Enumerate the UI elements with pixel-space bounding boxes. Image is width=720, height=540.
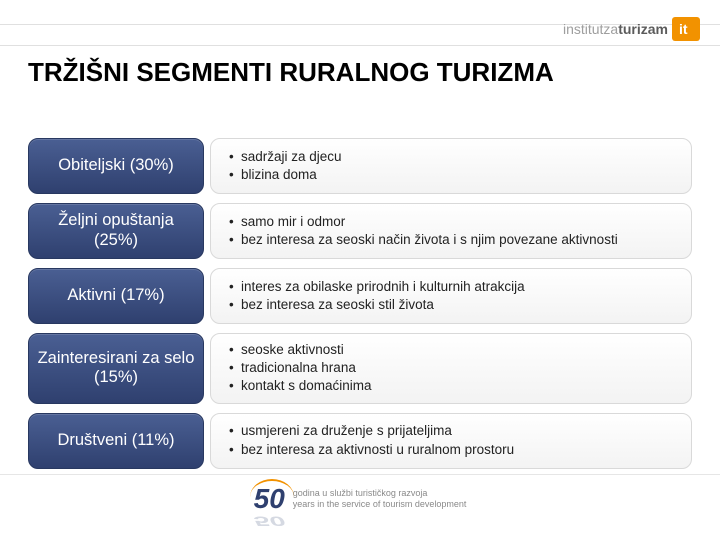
segment-bullet: kontakt s domaćinima (229, 377, 677, 395)
segment-bullet: bez interesa za seoski način života i s … (229, 231, 677, 249)
segments-container: Obiteljski (30%) sadržaji za djecublizina… (28, 138, 692, 469)
segment-desc: seoske aktivnostitradicionalna hranakont… (210, 333, 692, 404)
segment-pill: Aktivni (17%) (28, 268, 204, 324)
footer-block: 50 50 godina u službi turističkog razvoj… (254, 483, 467, 515)
segment-bullet: interes za obilaske prirodnih i kulturni… (229, 278, 677, 296)
segment-row: Obiteljski (30%) sadržaji za djecublizina… (28, 138, 692, 194)
segment-pill: Željni opuštanja (25%) (28, 203, 204, 259)
segment-bullets: seoske aktivnostitradicionalna hranakont… (229, 341, 677, 396)
svg-text:it: it (679, 21, 688, 37)
segment-row: Željni opuštanja (25%) samo mir i odmorbe… (28, 203, 692, 259)
footer-50-logo: 50 50 (254, 483, 285, 515)
footer-tagline: godina u službi turističkog razvoja year… (293, 488, 467, 510)
segment-desc: samo mir i odmorbez interesa za seoski n… (210, 203, 692, 259)
logo-badge-icon: it (672, 17, 700, 41)
footer-50-reflection: 50 (254, 513, 285, 529)
segment-bullets: usmjereni za druženje s prijateljimabez … (229, 422, 677, 458)
footer-curve-icon (250, 479, 294, 497)
segment-bullets: interes za obilaske prirodnih i kulturni… (229, 278, 677, 314)
segment-desc: sadržaji za djecublizina doma (210, 138, 692, 194)
segment-bullet: samo mir i odmor (229, 213, 677, 231)
segment-bullet: sadržaji za djecu (229, 148, 677, 166)
segment-bullet: tradicionalna hrana (229, 359, 677, 377)
segment-desc: interes za obilaske prirodnih i kulturni… (210, 268, 692, 324)
footer-line2: years in the service of tourism developm… (293, 499, 467, 510)
segment-desc: usmjereni za druženje s prijateljimabez … (210, 413, 692, 469)
page-title: TRŽIŠNI SEGMENTI RURALNOG TURIZMA (28, 58, 588, 88)
header-bar: institutza turizam it (0, 24, 720, 46)
footer-line1: godina u službi turističkog razvoja (293, 488, 467, 499)
footer: 50 50 godina u službi turističkog razvoj… (0, 474, 720, 522)
logo-text-prefix: institutza (563, 21, 618, 37)
segment-bullets: samo mir i odmorbez interesa za seoski n… (229, 213, 677, 249)
segment-pill: Zainteresirani za selo (15%) (28, 333, 204, 404)
segment-bullet: blizina doma (229, 166, 677, 184)
segment-row: Društveni (11%) usmjereni za druženje s p… (28, 413, 692, 469)
segment-bullet: bez interesa za seoski stil života (229, 296, 677, 314)
segment-pill: Društveni (11%) (28, 413, 204, 469)
segment-bullet: seoske aktivnosti (229, 341, 677, 359)
header-logo: institutza turizam it (563, 14, 700, 38)
segment-row: Aktivni (17%) interes za obilaske prirodn… (28, 268, 692, 324)
segment-bullet: usmjereni za druženje s prijateljima (229, 422, 677, 440)
segment-row: Zainteresirani za selo (15%) seoske aktiv… (28, 333, 692, 404)
segment-bullets: sadržaji za djecublizina doma (229, 148, 677, 184)
logo-text-main: turizam (618, 21, 668, 37)
segment-bullet: bez interesa za aktivnosti u ruralnom pr… (229, 441, 677, 459)
segment-pill: Obiteljski (30%) (28, 138, 204, 194)
